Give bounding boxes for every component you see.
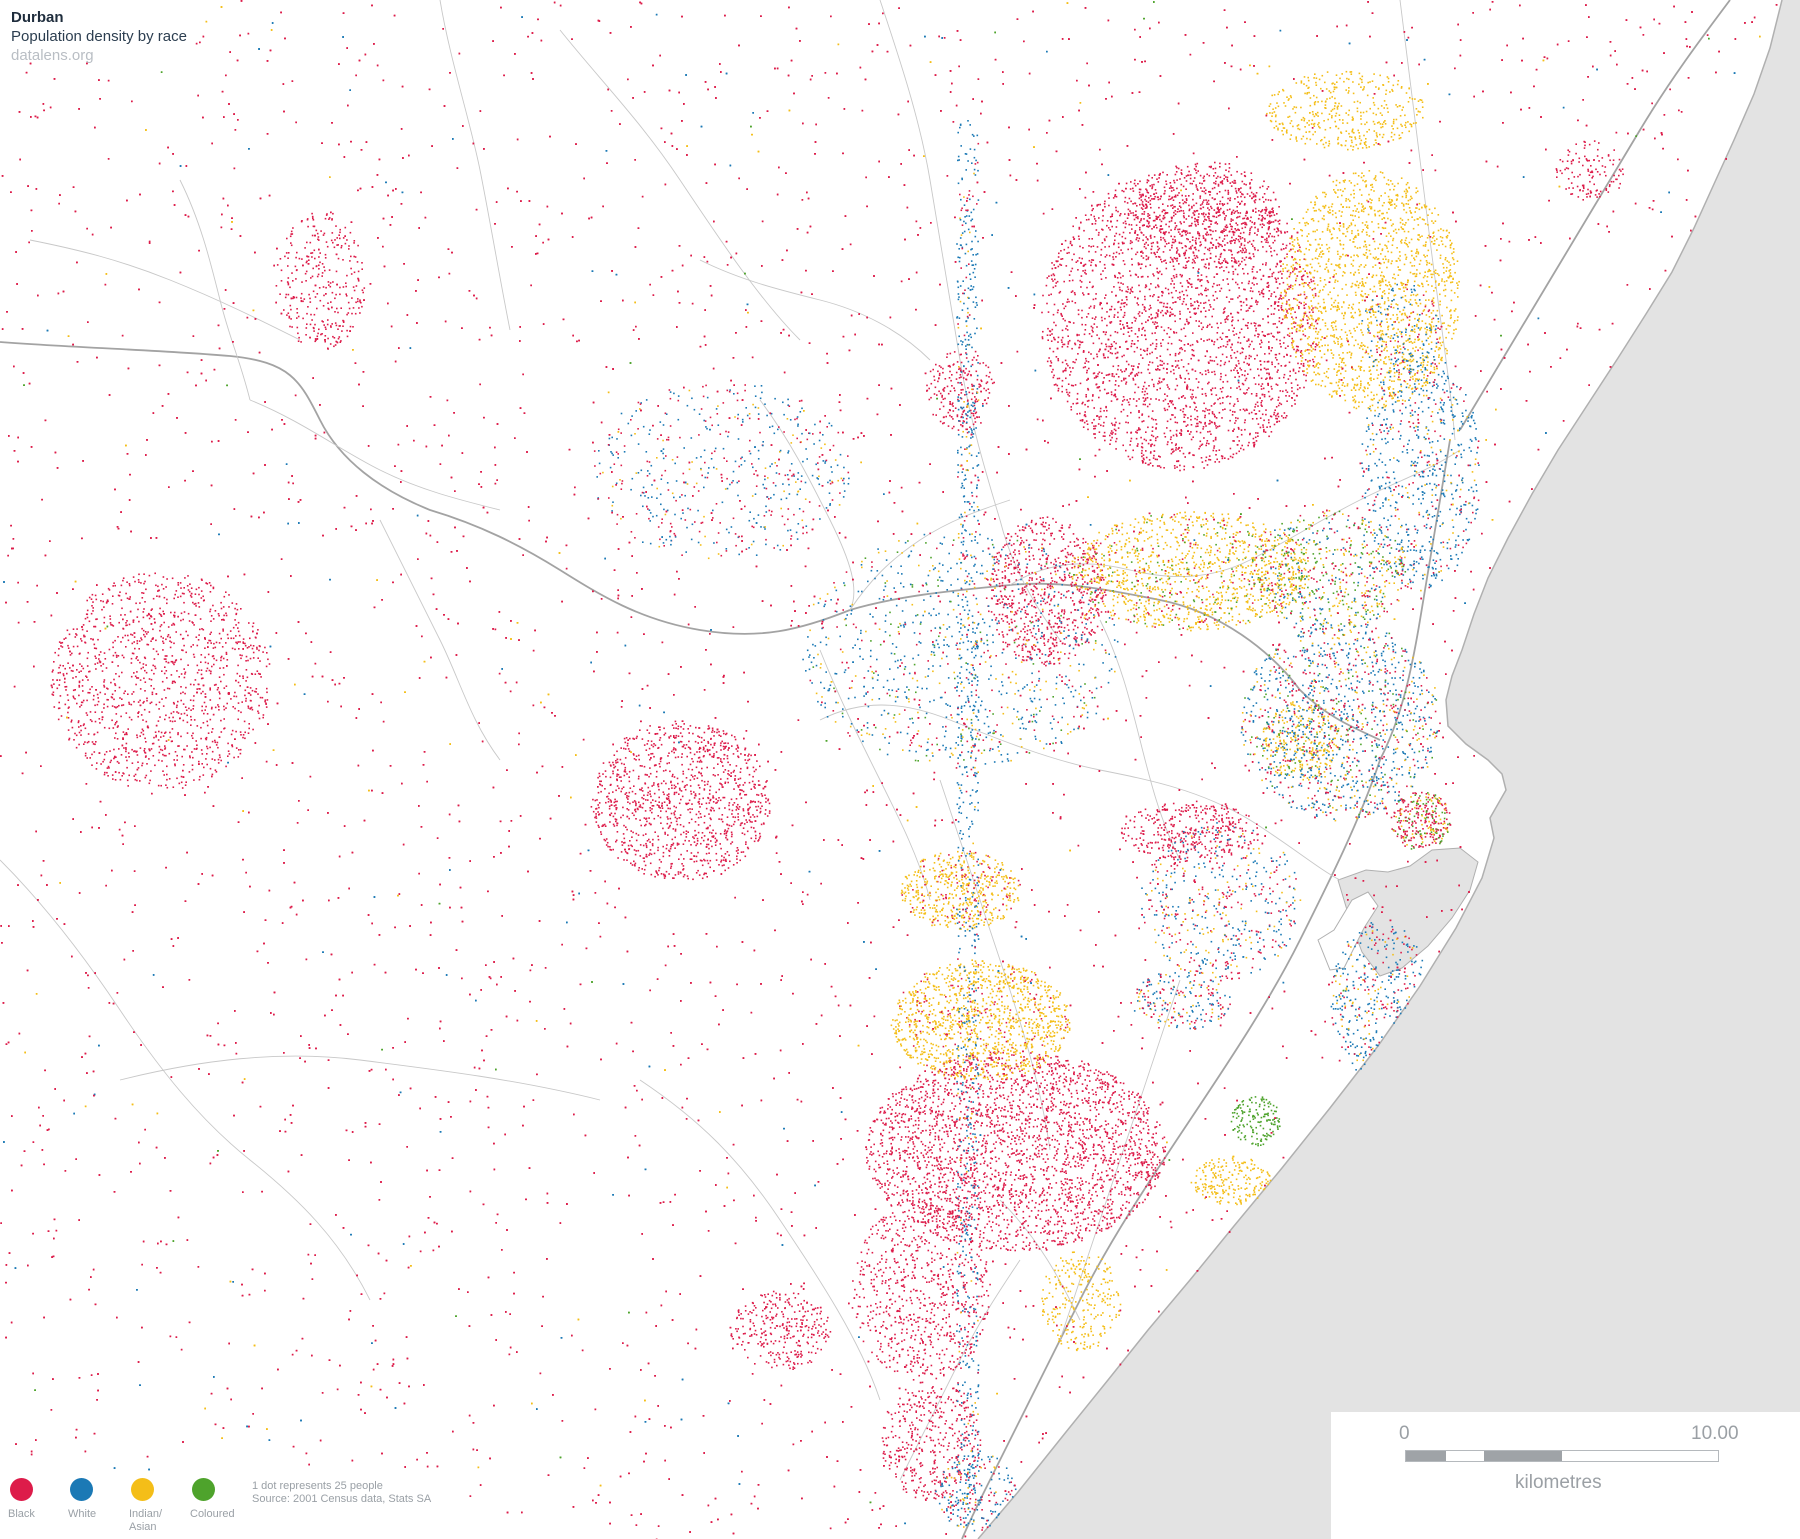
site-credit: datalens.org [11,46,187,65]
road [639,1079,881,1401]
road [29,239,301,341]
legend-label-indian-asian: Indian/ Asian [129,1508,169,1534]
scale-bar [1405,1450,1719,1462]
road [899,1259,1021,1481]
major-road [961,439,1451,1539]
legend-dot-white [70,1478,93,1501]
road [759,399,855,611]
road [1009,449,1461,586]
scale-segment [1406,1451,1446,1461]
source-note: Source: 2001 Census data, Stats SA [252,1493,431,1506]
scale-bar-panel: 0 10.00 kilometres [1331,1412,1800,1539]
legend-dot-coloured [192,1478,215,1501]
major-road [1459,0,1731,431]
scale-min-label: 0 [1399,1423,1410,1445]
legend-label-white: White [68,1508,128,1521]
road [179,179,251,401]
road [559,29,801,341]
dot-note: 1 dot represents 25 people [252,1480,431,1493]
road [0,859,371,1301]
coastline [977,0,1783,1539]
road [939,779,1051,1151]
road [699,259,931,361]
road [819,649,931,901]
legend-item-coloured: Coloured [190,1478,250,1521]
scale-unit: kilometres [1515,1472,1602,1494]
road [249,399,501,511]
legend-item-black: Black [8,1478,68,1521]
legend-item-indian-asian: Indian/ Asian [129,1478,169,1534]
harbour-docks [1317,891,1379,971]
road [379,519,501,761]
harbour-basin [1337,847,1479,977]
map-title: Durban [11,8,187,27]
road [879,0,1061,641]
legend-item-white: White [68,1478,128,1521]
legend: Black White Indian/ Asian Coloured 1 dot… [8,1478,1008,1538]
scale-segment [1484,1451,1562,1461]
road [439,0,511,331]
legend-notes: 1 dot represents 25 people Source: 2001 … [252,1480,431,1506]
sea-area [978,0,1800,1539]
map-title-block: Durban Population density by race datale… [11,8,187,65]
major-road [0,341,1381,741]
road [1059,979,1181,1341]
road [999,1199,1081,1321]
road-network [0,0,1731,1539]
legend-dot-black [10,1478,33,1501]
road [819,704,1341,881]
map-subtitle: Population density by race [11,27,187,46]
legend-label-coloured: Coloured [190,1508,250,1521]
road [1399,0,1456,441]
road [119,1055,601,1101]
legend-label-black: Black [8,1508,68,1521]
legend-dot-indian-asian [131,1478,154,1501]
road [849,499,1011,611]
scale-max-label: 10.00 [1691,1423,1739,1445]
